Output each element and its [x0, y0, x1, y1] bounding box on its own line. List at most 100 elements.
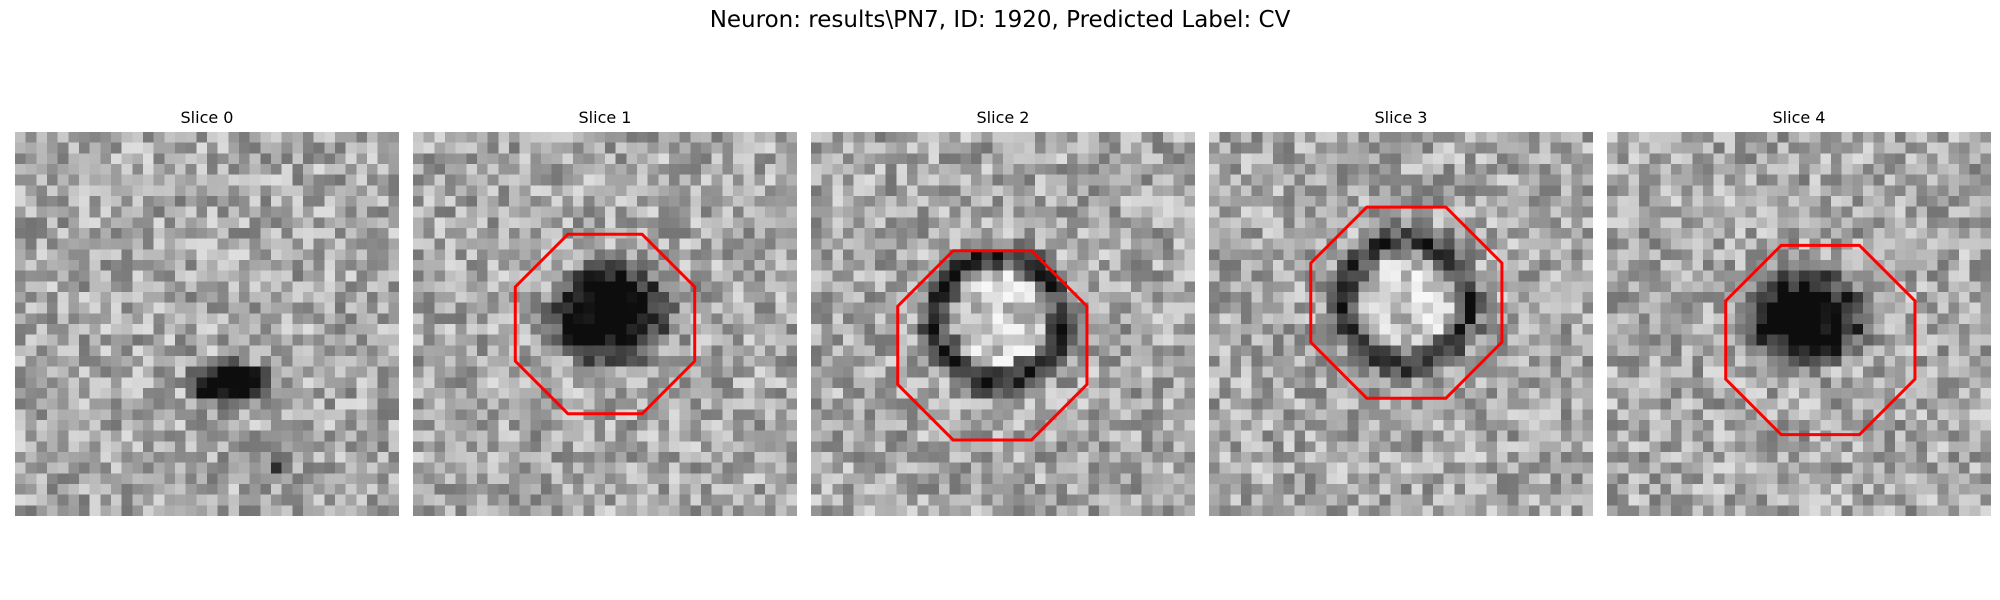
pixel [1475, 206, 1487, 218]
pixel [1390, 420, 1402, 431]
pixel [292, 164, 304, 175]
pixel [249, 366, 261, 378]
pixel [434, 356, 446, 367]
pixel [1529, 398, 1540, 410]
pixel [1401, 313, 1412, 325]
pixel [196, 292, 208, 303]
pixel [733, 377, 744, 389]
pixel [509, 270, 520, 282]
pixel [196, 462, 208, 474]
pixel [335, 174, 346, 186]
pixel [1045, 324, 1057, 335]
pixel [260, 420, 272, 431]
pixel [573, 356, 584, 367]
pixel [260, 356, 272, 367]
pixel [1433, 441, 1444, 453]
pixel [100, 313, 112, 325]
pixel [885, 388, 897, 399]
pixel [1120, 132, 1132, 143]
pixel [939, 249, 950, 261]
pixel [853, 142, 865, 154]
pixel [1131, 270, 1142, 282]
pixel [217, 249, 229, 261]
pixel [519, 356, 531, 367]
pixel [434, 409, 446, 421]
pixel [388, 302, 399, 314]
pixel [1582, 420, 1593, 431]
pixel [1184, 228, 1195, 239]
pixel [1262, 185, 1274, 197]
pixel [594, 132, 606, 143]
pixel [175, 484, 186, 495]
pixel [455, 356, 467, 367]
pixel [239, 196, 250, 207]
pixel [423, 196, 435, 207]
pixel [1571, 345, 1583, 357]
pixel [466, 473, 478, 485]
pixel [1475, 313, 1487, 325]
pixel [1184, 473, 1195, 485]
pixel [690, 398, 702, 410]
pixel [1109, 366, 1121, 378]
pixel [981, 281, 993, 293]
pixel [239, 334, 250, 346]
pixel [217, 473, 229, 485]
pixel [1241, 409, 1252, 421]
pixel [1173, 217, 1185, 229]
pixel [711, 462, 723, 474]
pixel [1273, 420, 1284, 431]
pixel [583, 238, 595, 250]
pixel [786, 217, 797, 229]
pixel [89, 334, 101, 346]
pixel [413, 238, 424, 250]
pixel [1077, 142, 1089, 154]
pixel [445, 196, 456, 207]
pixel [907, 345, 918, 357]
pixel [701, 505, 712, 516]
pixel [1283, 249, 1295, 261]
pixel [1219, 420, 1231, 431]
pixel [271, 484, 282, 495]
pixel [1230, 238, 1242, 250]
pixel [185, 473, 197, 485]
pixel [907, 142, 918, 154]
pixel [15, 398, 26, 410]
pixel [1045, 334, 1057, 346]
pixel [1283, 217, 1295, 229]
pixel [917, 388, 929, 399]
pixel [1088, 345, 1100, 357]
pixel [1230, 377, 1242, 389]
pixel [875, 185, 886, 197]
pixel [583, 142, 595, 154]
pixel [1347, 196, 1359, 207]
pixel [1056, 142, 1068, 154]
pixel [1241, 366, 1252, 378]
pixel [1045, 420, 1057, 431]
pixel [1209, 388, 1220, 399]
pixel [981, 377, 993, 389]
pixel [1251, 334, 1263, 346]
pixel [786, 420, 797, 431]
pixel [605, 281, 616, 293]
pixel [1539, 185, 1551, 197]
pixel [1088, 494, 1100, 506]
pixel [1163, 334, 1174, 346]
pixel [1251, 452, 1263, 463]
pixel [765, 494, 776, 506]
pixel [1120, 398, 1132, 410]
pixel [79, 302, 90, 314]
pixel [1582, 153, 1593, 165]
pixel [207, 462, 218, 474]
pixel [530, 334, 542, 346]
pixel [864, 420, 876, 431]
pixel [1262, 334, 1274, 346]
pixel [530, 185, 542, 197]
pixel [1379, 430, 1391, 442]
pixel [981, 420, 993, 431]
pixel [743, 452, 755, 463]
pixel [647, 377, 659, 389]
pixel [466, 174, 478, 186]
pixel [1315, 430, 1327, 442]
pixel [541, 398, 552, 410]
pixel [377, 206, 389, 218]
